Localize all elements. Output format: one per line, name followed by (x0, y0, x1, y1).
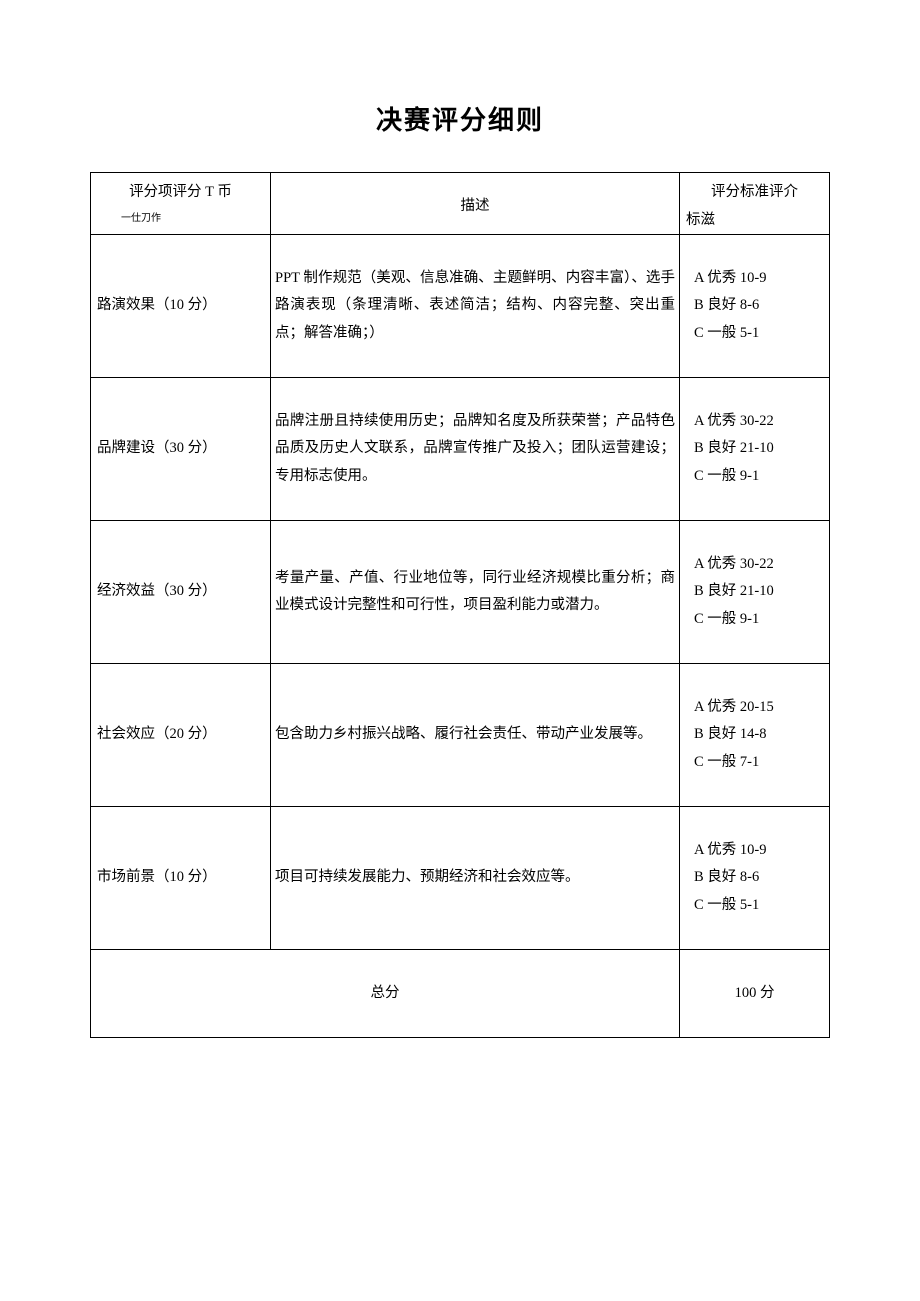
category-cell: 市场前景（10 分） (91, 807, 271, 950)
grade-cell: A 优秀 30-22 B 良好 21-10 C 一般 9-1 (680, 378, 830, 521)
description-cell: 包含助力乡村振兴战略、履行社会责任、带动产业发展等。 (271, 664, 680, 807)
category-cell: 品牌建设（30 分） (91, 378, 271, 521)
table-row: 市场前景（10 分） 项目可持续发展能力、预期经济和社会效应等。 A 优秀 10… (91, 807, 830, 950)
grade-c: C 一般 5-1 (694, 892, 825, 920)
grade-cell: A 优秀 10-9 B 良好 8-6 C 一般 5-1 (680, 807, 830, 950)
grade-cell: A 优秀 20-15 B 良好 14-8 C 一般 7-1 (680, 664, 830, 807)
grade-cell: A 优秀 30-22 B 良好 21-10 C 一般 9-1 (680, 521, 830, 664)
grade-a: A 优秀 30-22 (694, 551, 825, 579)
header-category-sub: 一仕刀作 (91, 209, 271, 234)
table-header-row-1: 评分项评分 T 币 描述 评分标准评介 标滋 (91, 173, 830, 210)
grade-b: B 良好 8-6 (694, 292, 825, 320)
grade-b: B 良好 14-8 (694, 721, 825, 749)
total-label: 总分 (91, 950, 680, 1038)
total-value: 100 分 (680, 950, 830, 1038)
grade-b: B 良好 21-10 (694, 435, 825, 463)
grade-b: B 良好 21-10 (694, 578, 825, 606)
description-cell: 项目可持续发展能力、预期经济和社会效应等。 (271, 807, 680, 950)
grade-a: A 优秀 10-9 (694, 265, 825, 293)
category-cell: 社会效应（20 分） (91, 664, 271, 807)
category-cell: 路演效果（10 分） (91, 235, 271, 378)
scoring-rubric-table: 评分项评分 T 币 描述 评分标准评介 标滋 一仕刀作 路演效果（10 分） P… (90, 172, 830, 1038)
grade-c: C 一般 5-1 (694, 320, 825, 348)
document-title: 决赛评分细则 (90, 100, 830, 137)
table-row: 经济效益（30 分） 考量产量、产值、行业地位等，同行业经济规模比重分析；商业模… (91, 521, 830, 664)
table-row: 社会效应（20 分） 包含助力乡村振兴战略、履行社会责任、带动产业发展等。 A … (91, 664, 830, 807)
grade-a: A 优秀 10-9 (694, 837, 825, 865)
grade-c: C 一般 9-1 (694, 606, 825, 634)
table-row: 路演效果（10 分） PPT 制作规范（美观、信息准确、主题鲜明、内容丰富）、选… (91, 235, 830, 378)
header-grade-line2: 标滋 (684, 207, 825, 235)
header-grade-line1: 评分标准评介 (711, 184, 798, 200)
grade-c: C 一般 9-1 (694, 463, 825, 491)
grade-a: A 优秀 20-15 (694, 694, 825, 722)
grade-b: B 良好 8-6 (694, 864, 825, 892)
total-row: 总分 100 分 (91, 950, 830, 1038)
header-description: 描述 (271, 173, 680, 235)
category-cell: 经济效益（30 分） (91, 521, 271, 664)
table-row: 品牌建设（30 分） 品牌注册且持续使用历史；品牌知名度及所获荣誉；产品特色品质… (91, 378, 830, 521)
description-cell: 考量产量、产值、行业地位等，同行业经济规模比重分析；商业模式设计完整性和可行性，… (271, 521, 680, 664)
grade-cell: A 优秀 10-9 B 良好 8-6 C 一般 5-1 (680, 235, 830, 378)
grade-a: A 优秀 30-22 (694, 408, 825, 436)
description-cell: 品牌注册且持续使用历史；品牌知名度及所获荣誉；产品特色品质及历史人文联系，品牌宣… (271, 378, 680, 521)
header-category: 评分项评分 T 币 (91, 173, 271, 210)
grade-c: C 一般 7-1 (694, 749, 825, 777)
description-cell: PPT 制作规范（美观、信息准确、主题鲜明、内容丰富）、选手路演表现（条理清晰、… (271, 235, 680, 378)
